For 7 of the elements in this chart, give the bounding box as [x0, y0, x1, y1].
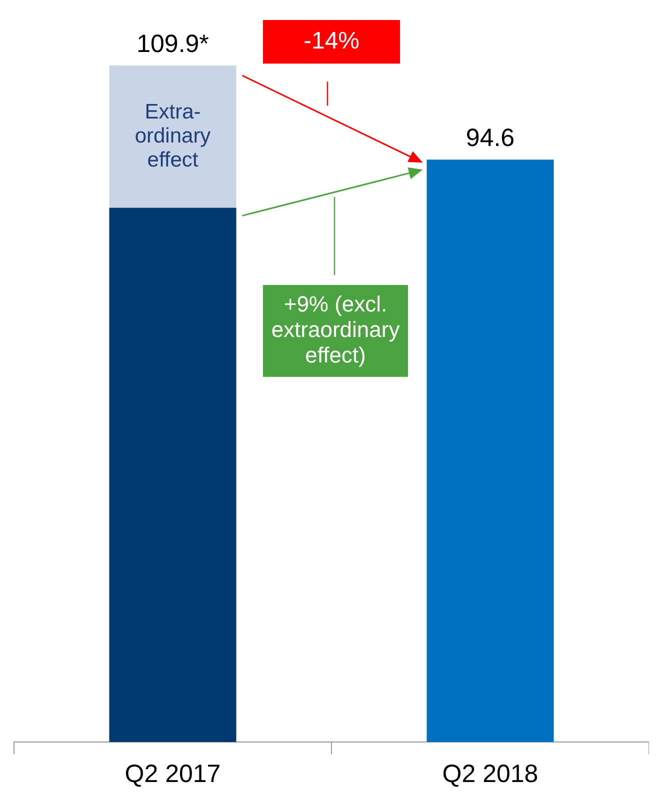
series-label: Extra-ordinary effect — [134, 100, 212, 172]
total-label: 109.9* — [136, 30, 210, 58]
text: -14% — [303, 27, 360, 54]
x-tick-label: Q2 2018 — [442, 760, 538, 788]
x-tick-label: Q2 2017 — [124, 760, 221, 788]
data-label: 94.6 — [466, 124, 515, 152]
annotation: +9% (excl. extraordinary effect) — [271, 292, 400, 368]
